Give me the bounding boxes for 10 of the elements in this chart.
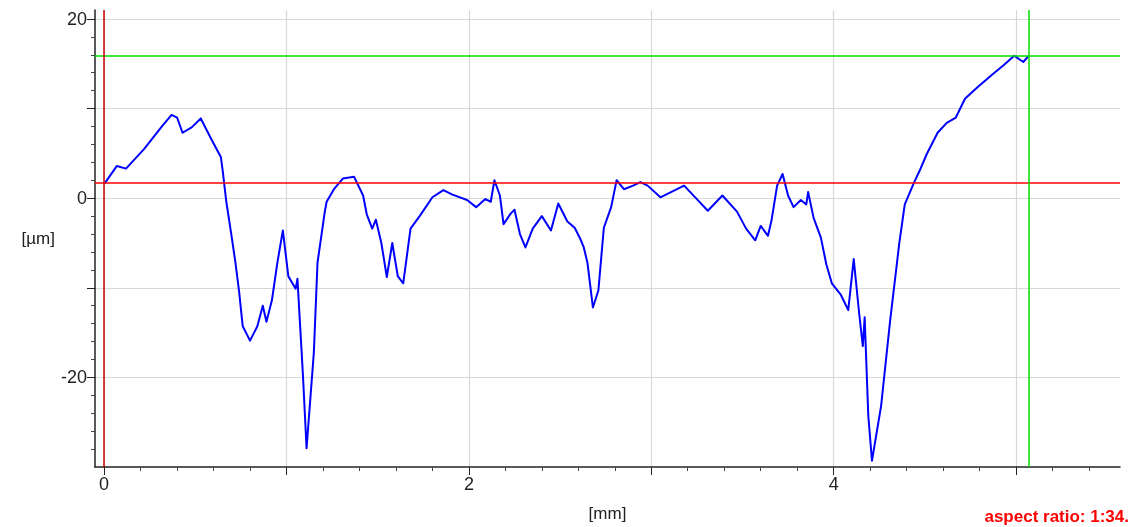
text: aspect ratio: 1:34.: [984, 507, 1129, 526]
x-tick-label: 0: [99, 474, 110, 494]
line-series: [104, 54, 1030, 462]
x-axis-title: [mm]: [588, 504, 627, 523]
y-axis-title: [µm]: [21, 229, 55, 248]
y-tick-label: -20: [60, 367, 87, 388]
x-tick-label: 2: [463, 474, 474, 494]
x-tick-label: 4: [828, 474, 839, 494]
y-tick-label: 0: [76, 188, 87, 209]
y-tick-label: 20: [66, 8, 87, 29]
